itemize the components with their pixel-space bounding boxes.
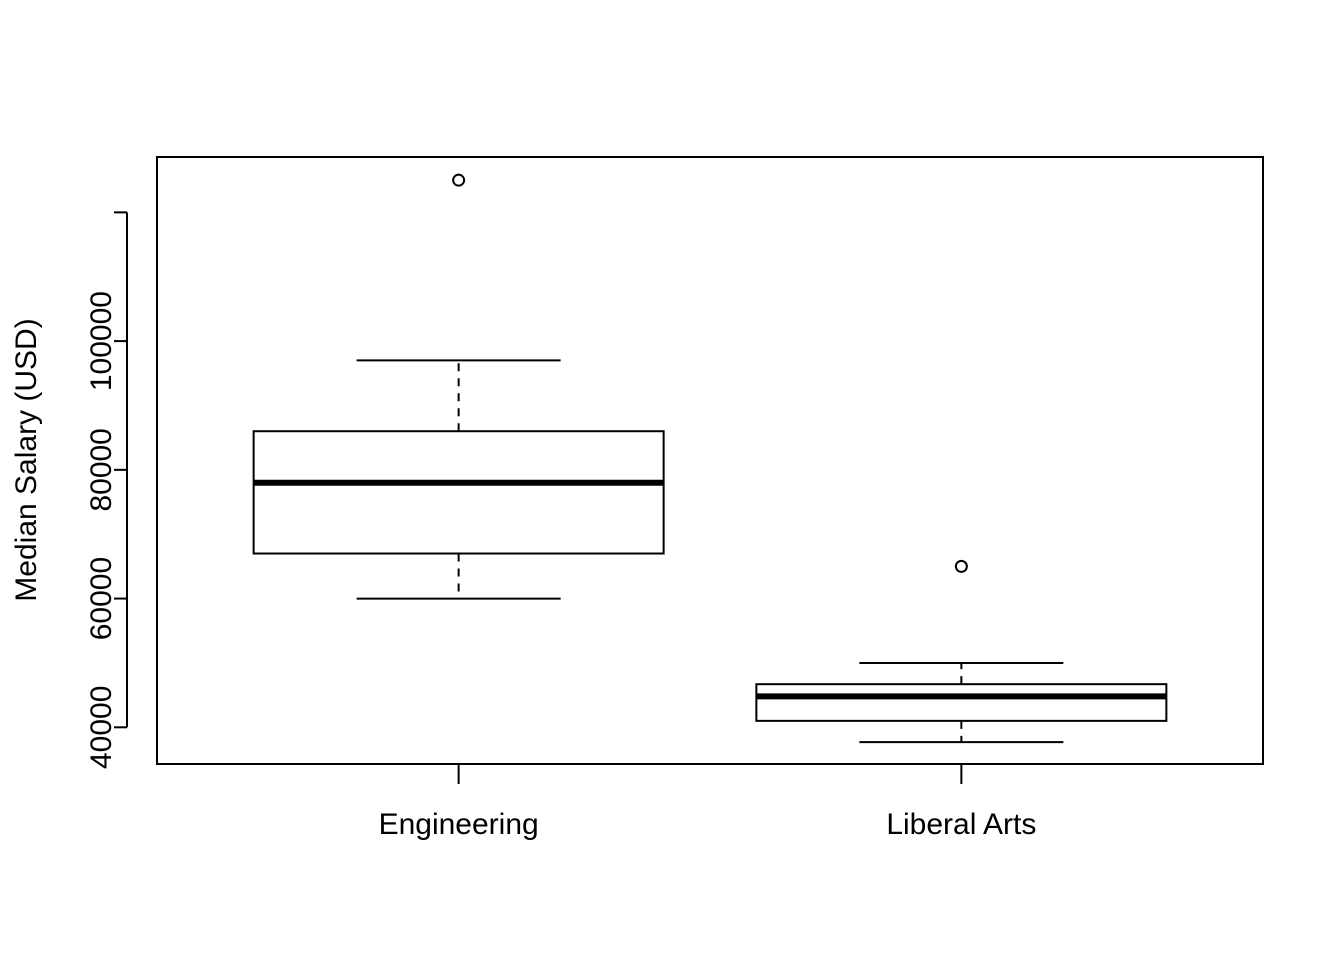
iqr-box [252,430,665,555]
y-tick-label: 100000 [85,291,118,391]
iqr-box [755,683,1168,722]
plot-frame [156,156,1264,765]
y-tick-label: 60000 [85,557,118,640]
y-axis-title: Median Salary (USD) [10,318,43,601]
box-liberal-arts [755,559,1168,744]
x-axis: Engineering Liberal Arts [379,764,1036,841]
outlier-point [452,173,466,187]
x-tick-label: Liberal Arts [886,808,1036,841]
x-tick-label: Engineering [379,808,539,841]
box-engineering [252,173,665,600]
y-axis: 40000 60000 80000 100000 [85,211,128,769]
boxes [252,173,1168,744]
y-tick-label: 40000 [85,686,118,769]
outlier-point [954,559,968,573]
y-tick-label: 80000 [85,428,118,511]
